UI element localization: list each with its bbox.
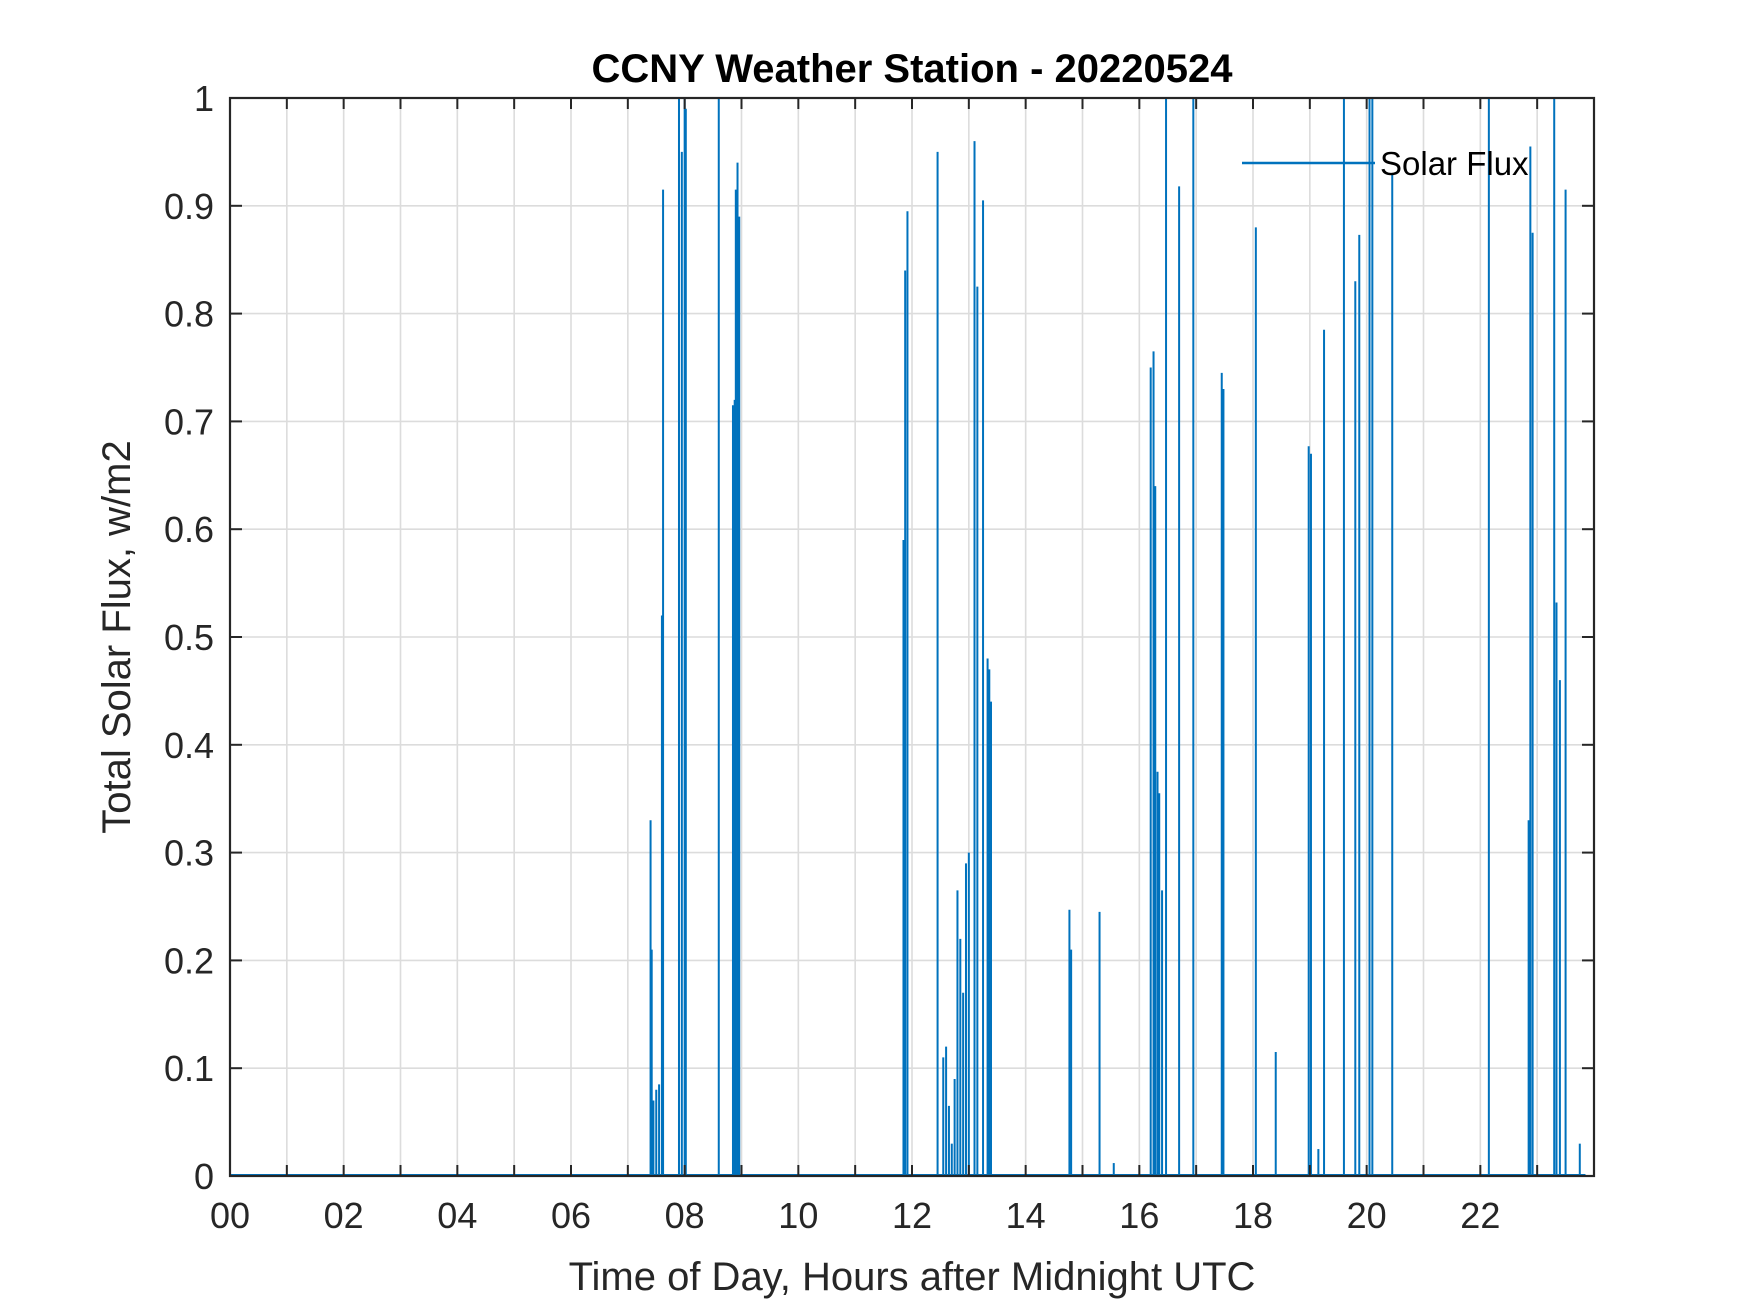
tick-labels: 00 02 04 06 08 10 12 14 16 18 20 22 0 0.1 0.2 0.3 0.4 0.5… [164, 78, 1500, 1236]
axis-ticks [229, 97, 1595, 1177]
x-tick-label: 06 [551, 1195, 591, 1236]
x-tick-label: 10 [778, 1195, 818, 1236]
y-tick-label: 0.5 [164, 617, 214, 658]
x-tick-label: 00 [210, 1195, 250, 1236]
y-tick-label: 0.2 [164, 940, 214, 981]
y-tick-label: 0.4 [164, 725, 214, 766]
y-tick-label: 0.3 [164, 833, 214, 874]
solar-flux-series [230, 98, 1586, 1176]
x-tick-label: 20 [1347, 1195, 1387, 1236]
y-tick-label: 0.7 [164, 401, 214, 442]
chart-title: CCNY Weather Station - 20220524 [592, 47, 1234, 91]
x-tick-label: 04 [437, 1195, 477, 1236]
y-tick-label: 0.1 [164, 1048, 214, 1089]
y-tick-label: 0.8 [164, 294, 214, 335]
y-tick-label: 0.6 [164, 509, 214, 550]
legend-label-solar-flux: Solar Flux [1380, 145, 1529, 182]
x-tick-label: 16 [1119, 1195, 1159, 1236]
y-axis-label: Total Solar Flux, w/m2 [95, 440, 139, 833]
x-tick-label: 02 [324, 1195, 364, 1236]
x-tick-label: 18 [1233, 1195, 1273, 1236]
x-tick-label: 08 [665, 1195, 705, 1236]
x-tick-label: 12 [892, 1195, 932, 1236]
x-axis-label: Time of Day, Hours after Midnight UTC [569, 1255, 1256, 1299]
y-tick-label: 1 [194, 78, 214, 119]
y-tick-label: 0 [194, 1156, 214, 1197]
x-tick-label: 14 [1006, 1195, 1046, 1236]
y-tick-label: 0.9 [164, 186, 214, 227]
legend: Solar Flux [1242, 145, 1529, 182]
x-tick-label: 22 [1460, 1195, 1500, 1236]
